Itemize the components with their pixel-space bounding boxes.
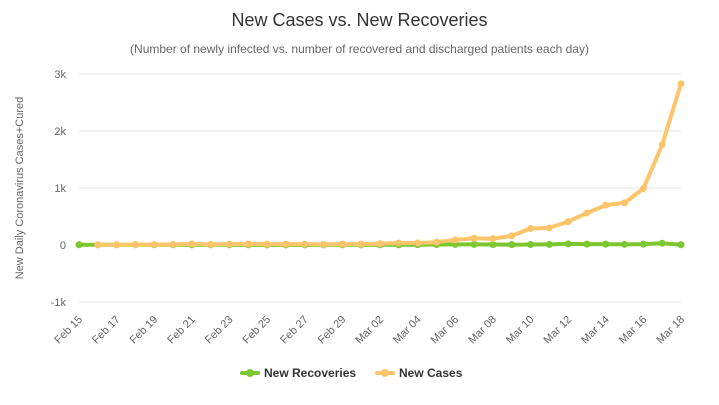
gridlines — [79, 73, 681, 303]
x-tick-label: Feb 23 — [203, 314, 236, 347]
data-point[interactable] — [602, 201, 610, 209]
x-tick-label: Feb 27 — [278, 314, 311, 347]
x-tick-label: Mar 10 — [504, 314, 537, 347]
legend-label: New Cases — [399, 366, 463, 380]
data-point[interactable] — [470, 234, 478, 242]
data-point[interactable] — [583, 240, 591, 248]
data-point[interactable] — [658, 239, 666, 247]
legend-item-new-cases[interactable]: New Cases — [375, 366, 463, 380]
data-point[interactable] — [226, 240, 233, 248]
y-tick-label: 3k — [54, 69, 66, 81]
y-tick-label: 2k — [54, 126, 66, 138]
data-point[interactable] — [432, 238, 440, 246]
data-point[interactable] — [545, 240, 553, 248]
x-tick-label: Mar 14 — [579, 314, 612, 347]
data-point[interactable] — [489, 235, 497, 243]
data-point[interactable] — [263, 240, 271, 248]
data-point[interactable] — [527, 241, 534, 249]
series-line — [95, 81, 683, 247]
data-point[interactable] — [113, 241, 121, 249]
x-tick-label: Mar 02 — [353, 314, 386, 347]
data-point[interactable] — [150, 241, 158, 249]
data-point[interactable] — [207, 240, 215, 248]
x-tick-label: Feb 19 — [128, 314, 161, 347]
data-point[interactable] — [658, 141, 666, 149]
chart-subtitle: (Number of newly infected vs. number of … — [130, 42, 589, 56]
data-point[interactable] — [489, 241, 497, 249]
data-point[interactable] — [395, 239, 403, 247]
y-axis-label: New Daily Coronavirus Cases+Cured — [14, 97, 26, 280]
data-point[interactable] — [320, 240, 328, 248]
data-point[interactable] — [602, 240, 610, 248]
data-point[interactable] — [639, 185, 647, 193]
x-tick-label: Mar 16 — [617, 314, 650, 347]
data-point[interactable] — [677, 241, 685, 249]
legend[interactable]: New Recoveries New Cases — [240, 366, 463, 380]
data-point[interactable] — [527, 224, 534, 232]
data-point[interactable] — [508, 241, 516, 249]
data-point[interactable] — [75, 241, 83, 249]
data-point[interactable] — [470, 240, 478, 248]
legend-item-new-recoveries[interactable]: New Recoveries — [240, 366, 356, 380]
data-point[interactable] — [621, 240, 629, 248]
x-tick-label: Mar 04 — [391, 314, 424, 347]
data-point[interactable] — [244, 240, 252, 248]
data-point[interactable] — [621, 199, 629, 207]
x-tick-label: Feb 25 — [241, 314, 274, 347]
data-point[interactable] — [376, 240, 384, 248]
data-point[interactable] — [564, 218, 572, 226]
data-point[interactable] — [188, 240, 196, 248]
data-point[interactable] — [451, 236, 459, 244]
x-tick-label: Feb 17 — [90, 314, 123, 347]
data-point[interactable] — [282, 240, 290, 248]
data-point[interactable] — [338, 240, 346, 248]
data-point[interactable] — [677, 80, 685, 88]
x-tick-label: Mar 12 — [542, 314, 575, 347]
y-tick-label: 0 — [60, 240, 66, 252]
x-tick-label: Feb 21 — [165, 314, 198, 347]
x-tick-label: Mar 06 — [429, 314, 462, 347]
data-point[interactable] — [94, 241, 102, 249]
data-point[interactable] — [583, 209, 591, 217]
x-tick-label: Mar 18 — [654, 314, 687, 347]
data-point[interactable] — [301, 240, 309, 248]
data-point[interactable] — [169, 240, 177, 248]
data-point[interactable] — [508, 232, 516, 240]
data-point[interactable] — [357, 240, 365, 248]
data-point[interactable] — [131, 241, 139, 249]
data-point[interactable] — [564, 240, 572, 248]
series-lines — [75, 80, 685, 249]
y-tick-label: 1k — [54, 183, 66, 195]
x-axis-ticks: Feb 15 Feb 17 Feb 19 Feb 21 Feb 23 Feb 25 Feb … — [52, 314, 687, 347]
x-tick-label: Mar 08 — [466, 314, 499, 347]
x-tick-label: Feb 29 — [316, 314, 349, 347]
y-axis-ticks: -1k 0 1k 2k 3k — [51, 69, 67, 309]
legend-marker — [381, 369, 389, 377]
chart-title: New Cases vs. New Recoveries — [231, 10, 487, 30]
data-point[interactable] — [414, 239, 422, 247]
data-point[interactable] — [639, 240, 647, 248]
data-point[interactable] — [545, 224, 553, 232]
series-new-cases — [94, 80, 685, 249]
legend-marker — [246, 369, 254, 377]
y-tick-label: -1k — [51, 297, 67, 309]
x-tick-label: Feb 15 — [52, 314, 85, 347]
legend-label: New Recoveries — [264, 366, 356, 380]
